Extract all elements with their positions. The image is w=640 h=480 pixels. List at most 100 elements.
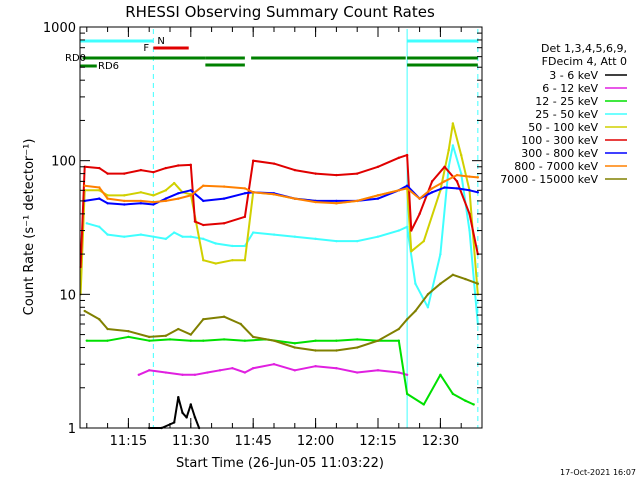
series-point-300-800-kev-6 xyxy=(164,197,168,200)
series-point-100-300-kev-4 xyxy=(123,172,126,175)
series-point-25-50-kev-1 xyxy=(98,225,101,229)
series-point-25-50-kev-10 xyxy=(202,237,205,241)
series-point-300-800-kev-25 xyxy=(468,189,471,192)
series-point-300-800-kev-7 xyxy=(177,192,180,195)
series-line-6-12-kev xyxy=(138,363,408,376)
flag-f-label: F xyxy=(143,43,149,54)
series-point-12-25-kev-3 xyxy=(147,339,151,342)
series-point-7000-15000-kev-15 xyxy=(335,349,338,352)
series-point-25-50-kev-3 xyxy=(123,235,126,238)
series-point-100-300-kev-22 xyxy=(405,153,409,157)
series-point-25-50-kev-12 xyxy=(231,244,234,248)
series-point-800-7000-kev-3 xyxy=(123,199,126,203)
series-point-12-25-kev-5 xyxy=(189,339,192,342)
series-point-800-7000-kev-16 xyxy=(335,202,338,205)
series-point-12-25-kev-15 xyxy=(397,339,400,342)
series-point-7000-15000-kev-5 xyxy=(164,334,168,337)
x-axis-label: Start Time (26-Jun-05 11:03:22) xyxy=(176,456,384,471)
series-point-25-50-kev-15 xyxy=(272,233,276,236)
series-point-7000-15000-kev-19 xyxy=(405,318,409,321)
series-point-6-12-kev-10 xyxy=(272,363,276,366)
series-point-7000-15000-kev-3 xyxy=(127,329,130,333)
series-point-25-50-kev-25 xyxy=(439,252,442,256)
series-point-3-6-kev-6 xyxy=(189,403,192,406)
y-tick-label-1: 10 xyxy=(59,288,76,303)
series-point-7000-15000-kev-1 xyxy=(98,318,101,321)
series-point-100-300-kev-17 xyxy=(314,172,317,175)
series-point-300-800-kev-18 xyxy=(376,197,380,200)
series-point-6-12-kev-5 xyxy=(206,371,209,374)
series-point-800-7000-kev-22 xyxy=(430,187,434,190)
series-point-25-50-kev-22 xyxy=(405,225,409,229)
y-tick-label-2: 100 xyxy=(51,155,76,170)
series-point-6-12-kev-2 xyxy=(164,371,168,374)
series-point-25-50-kev-4 xyxy=(139,233,143,236)
series-point-800-7000-kev-18 xyxy=(376,194,380,197)
series-point-300-800-kev-4 xyxy=(139,202,143,205)
series-point-100-300-kev-13 xyxy=(243,215,247,219)
series-point-6-12-kev-13 xyxy=(335,367,338,370)
series-point-100-300-kev-7 xyxy=(164,166,168,170)
series-point-300-800-kev-24 xyxy=(455,187,459,190)
legend-label-50-100-kev: 50 - 100 keV xyxy=(528,121,598,134)
series-point-300-800-kev-9 xyxy=(202,199,205,203)
series-point-25-50-kev-19 xyxy=(355,239,359,243)
series-point-6-12-kev-7 xyxy=(231,367,234,370)
y-axis-label: Count Rate (s⁻¹ detector⁻¹) xyxy=(22,139,37,316)
x-tick-label-2: 11:45 xyxy=(234,434,271,449)
series-point-6-12-kev-17 xyxy=(405,373,409,377)
series-point-800-7000-kev-5 xyxy=(152,200,155,204)
flag-rd0-label: RD0 xyxy=(65,53,86,64)
series-point-12-25-kev-0 xyxy=(85,339,88,342)
series-point-800-7000-kev-7 xyxy=(177,197,180,200)
series-point-800-7000-kev-8 xyxy=(189,194,192,197)
series-point-25-50-kev-26 xyxy=(447,165,450,168)
observing-flags: NF RD0 RD6 xyxy=(65,29,479,428)
series-point-50-100-kev-12 xyxy=(214,262,217,265)
series-point-7000-15000-kev-13 xyxy=(293,346,296,349)
series-point-7000-15000-kev-2 xyxy=(106,327,109,331)
series-point-12-25-kev-16 xyxy=(405,392,409,396)
series-point-6-12-kev-6 xyxy=(218,369,222,372)
x-tick-label-0: 11:15 xyxy=(110,434,147,449)
series-point-25-50-kev-18 xyxy=(335,239,338,243)
series-point-25-50-kev-9 xyxy=(189,235,192,238)
series-point-12-25-kev-20 xyxy=(464,399,467,402)
series-point-300-800-kev-8 xyxy=(189,189,192,192)
y-tick-label-0: 1 xyxy=(68,422,76,437)
series-line-100-300-kev xyxy=(79,154,479,268)
series-point-6-12-kev-9 xyxy=(251,367,255,370)
series-point-50-100-kev-8 xyxy=(172,181,176,185)
series-point-300-800-kev-2 xyxy=(106,202,109,205)
series-point-800-7000-kev-21 xyxy=(418,197,421,200)
series-layer xyxy=(79,122,480,430)
series-point-25-50-kev-24 xyxy=(426,306,430,309)
series-point-800-7000-kev-15 xyxy=(314,200,317,204)
series-point-800-7000-kev-1 xyxy=(98,186,101,189)
series-point-50-100-kev-29 xyxy=(459,153,463,157)
x-axis: 11:15 11:30 11:45 12:00 12:15 12:30 xyxy=(86,27,483,449)
series-point-7000-15000-kev-9 xyxy=(222,315,226,318)
series-point-25-50-kev-2 xyxy=(106,233,109,236)
series-point-12-25-kev-8 xyxy=(243,339,247,342)
series-point-25-50-kev-14 xyxy=(251,231,255,234)
series-point-7000-15000-kev-23 xyxy=(451,273,455,277)
legend-label-800-7000-kev: 800 - 7000 keV xyxy=(514,160,598,173)
flag-rd6-label: RD6 xyxy=(98,61,119,72)
series-point-100-300-kev-16 xyxy=(293,168,296,172)
series-point-6-12-kev-16 xyxy=(397,371,400,374)
series-point-12-25-kev-18 xyxy=(439,373,442,377)
series-point-800-7000-kev-24 xyxy=(455,173,459,177)
series-point-7000-15000-kev-4 xyxy=(147,335,151,339)
series-point-800-7000-kev-6 xyxy=(164,199,168,203)
series-point-100-300-kev-25 xyxy=(430,180,434,183)
series-point-800-7000-kev-26 xyxy=(476,176,480,179)
series-point-12-25-kev-6 xyxy=(202,339,205,342)
series-point-25-50-kev-0 xyxy=(85,222,88,225)
series-line-7000-15000-kev xyxy=(84,273,479,352)
series-point-25-50-kev-27 xyxy=(451,144,455,147)
series-point-12-25-kev-13 xyxy=(355,338,359,341)
series-point-12-25-kev-10 xyxy=(293,342,296,345)
series-point-25-50-kev-8 xyxy=(181,235,184,238)
